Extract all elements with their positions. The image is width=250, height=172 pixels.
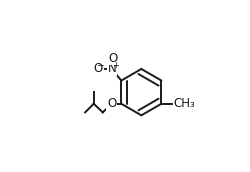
Text: CH₃: CH₃ <box>174 97 196 110</box>
Text: O: O <box>108 52 118 64</box>
Text: O: O <box>94 62 103 75</box>
Text: N: N <box>108 62 116 75</box>
Text: O: O <box>107 97 117 110</box>
Text: +: + <box>112 61 119 70</box>
Text: −: − <box>96 60 104 69</box>
